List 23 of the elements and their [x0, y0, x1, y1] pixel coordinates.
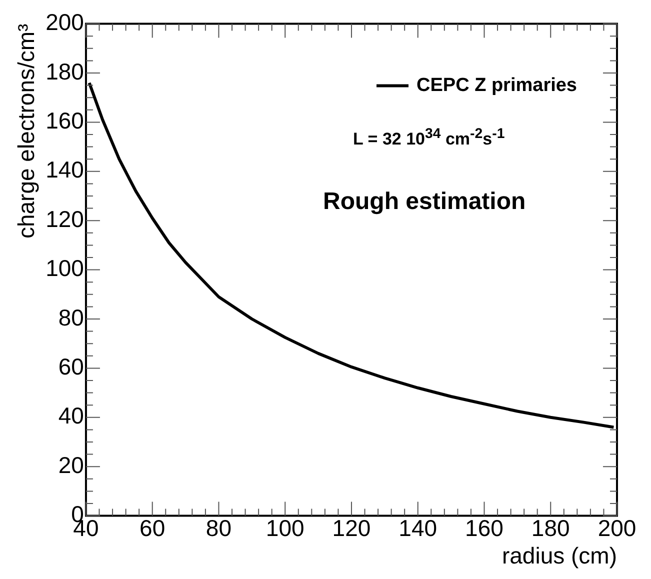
x-tick-label: 200: [598, 514, 636, 541]
y-tick-label: 100: [46, 255, 84, 282]
x-tick-label: 80: [206, 514, 232, 541]
legend-label: CEPC Z primaries: [416, 75, 577, 96]
y-axis-title: charge electrons/cm³: [13, 23, 40, 239]
y-tick-label: 120: [46, 206, 84, 232]
x-axis-title: radius (cm): [502, 542, 617, 569]
x-tick-label: 160: [465, 514, 504, 541]
y-tick-label: 160: [46, 108, 84, 134]
x-tick-label: 180: [531, 514, 570, 541]
x-tick-label: 140: [398, 514, 438, 541]
annotation: Rough estimation: [323, 188, 526, 216]
y-tick-label: 40: [58, 402, 84, 429]
x-tick-label: 100: [266, 514, 304, 541]
y-tick-label: 60: [58, 354, 84, 380]
y-tick-label: 80: [58, 304, 84, 330]
y-tick-label: 180: [46, 58, 84, 84]
annotation: L = 32 10$^{34}$ cm$^{-2}$s$^{-1}$: [353, 126, 505, 150]
y-tick-label: 20: [58, 452, 84, 478]
x-tick-label: 120: [332, 514, 371, 541]
y-tick-label: 200: [46, 9, 84, 36]
x-tick-label: 60: [140, 514, 166, 541]
y-tick-label: 140: [46, 156, 84, 183]
